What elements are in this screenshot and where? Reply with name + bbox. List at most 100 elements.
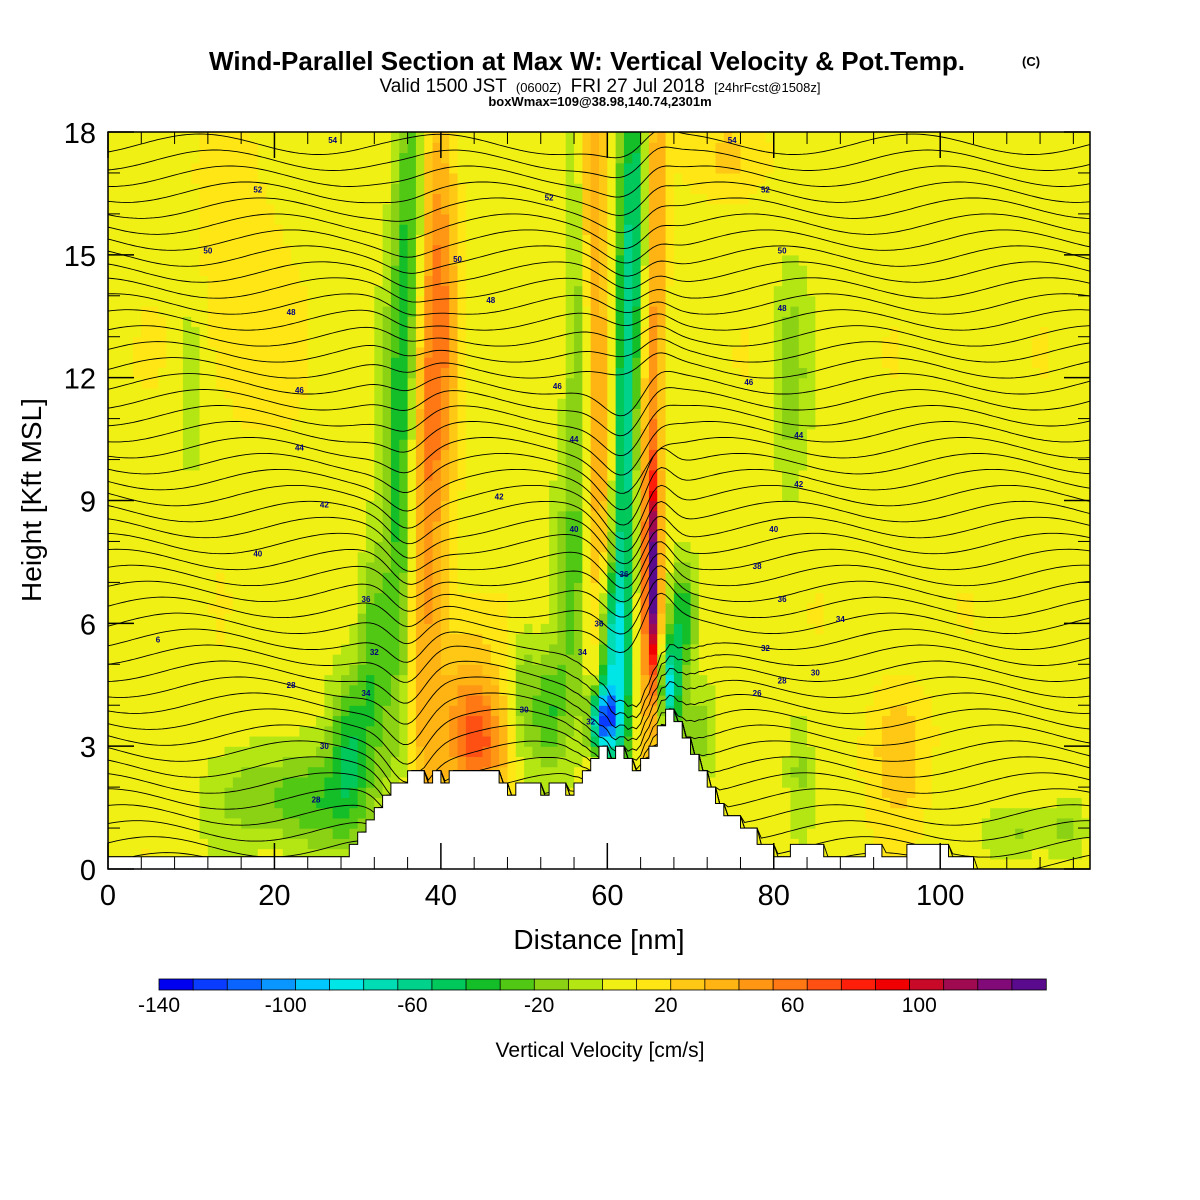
- velocity-cell: [790, 705, 800, 717]
- velocity-cell: [232, 643, 242, 655]
- velocity-cell: [241, 633, 251, 645]
- velocity-cell: [232, 838, 242, 850]
- velocity-cell: [249, 602, 259, 614]
- velocity-cell: [765, 654, 775, 665]
- velocity-cell: [316, 428, 325, 440]
- velocity-cell: [524, 572, 534, 583]
- velocity-cell: [182, 520, 192, 532]
- velocity-cell: [1073, 756, 1083, 768]
- velocity-cell: [108, 643, 117, 655]
- velocity-cell: [232, 756, 242, 768]
- velocity-cell: [440, 746, 450, 758]
- velocity-cell: [832, 817, 841, 829]
- velocity-cell: [132, 592, 142, 604]
- velocity-cell: [965, 480, 975, 491]
- velocity-cell: [848, 643, 858, 655]
- velocity-cell: [1065, 787, 1074, 798]
- velocity-cell: [365, 735, 375, 747]
- velocity-cell: [898, 643, 908, 655]
- velocity-cell: [166, 510, 176, 522]
- velocity-cell: [382, 572, 392, 583]
- velocity-cell: [773, 664, 783, 676]
- velocity-cell: [524, 633, 534, 645]
- velocity-cell: [207, 643, 217, 655]
- velocity-cell: [848, 817, 858, 829]
- velocity-cell: [574, 664, 583, 676]
- velocity-cell: [532, 674, 542, 686]
- velocity-cell: [923, 602, 933, 614]
- velocity-cell: [906, 807, 916, 819]
- velocity-cell: [707, 766, 717, 778]
- velocity-cell: [723, 541, 733, 553]
- velocity-cell: [915, 787, 925, 798]
- velocity-cell: [532, 520, 542, 532]
- velocity-cell: [815, 664, 825, 676]
- velocity-cell: [141, 797, 151, 809]
- velocity-cell: [965, 664, 975, 676]
- velocity-cell: [648, 592, 658, 604]
- velocity-cell: [407, 469, 417, 481]
- velocity-cell: [881, 490, 891, 502]
- velocity-cell: [474, 510, 484, 522]
- velocity-cell: [648, 459, 658, 471]
- velocity-cell: [1031, 807, 1041, 819]
- velocity-cell: [640, 623, 650, 635]
- velocity-cell: [407, 746, 417, 758]
- velocity-cell: [1073, 500, 1083, 512]
- velocity-cell: [399, 469, 409, 481]
- velocity-cell: [906, 572, 916, 583]
- velocity-cell: [856, 766, 866, 778]
- velocity-cell: [648, 674, 658, 686]
- velocity-cell: [1006, 797, 1016, 809]
- velocity-cell: [740, 715, 750, 727]
- velocity-cell: [848, 449, 858, 461]
- velocity-cell: [707, 674, 717, 686]
- velocity-cell: [840, 623, 850, 635]
- velocity-cell: [757, 715, 767, 727]
- velocity-cell: [515, 469, 525, 481]
- velocity-cell: [108, 654, 117, 665]
- velocity-cell: [199, 490, 209, 502]
- velocity-cell: [207, 828, 217, 839]
- velocity-cell: [715, 469, 725, 481]
- velocity-cell: [582, 561, 592, 573]
- velocity-cell: [132, 654, 142, 665]
- velocity-cell: [823, 633, 833, 645]
- velocity-cell: [266, 654, 276, 665]
- velocity-cell: [865, 807, 875, 819]
- velocity-cell: [981, 766, 991, 778]
- velocity-cell: [765, 510, 775, 522]
- velocity-cell: [307, 848, 317, 860]
- velocity-cell: [898, 838, 908, 850]
- velocity-cell: [449, 735, 459, 747]
- velocity-cell: [1015, 797, 1025, 809]
- velocity-cell: [357, 756, 367, 768]
- velocity-cell: [640, 725, 650, 737]
- velocity-cell: [291, 602, 300, 614]
- velocity-cell: [532, 449, 542, 461]
- velocity-cell: [449, 756, 459, 768]
- velocity-cell: [324, 490, 334, 502]
- velocity-cell: [890, 776, 900, 788]
- velocity-cell: [640, 551, 650, 563]
- velocity-cell: [157, 480, 167, 491]
- velocity-cell: [732, 572, 742, 583]
- velocity-cell: [249, 572, 259, 583]
- velocity-cell: [981, 561, 991, 573]
- velocity-cell: [382, 766, 392, 778]
- velocity-cell: [623, 633, 633, 645]
- velocity-cell: [773, 561, 783, 573]
- velocity-cell: [931, 766, 941, 778]
- velocity-cell: [732, 623, 742, 635]
- velocity-cell: [690, 633, 700, 645]
- velocity-cell: [682, 572, 692, 583]
- velocity-cell: [673, 510, 683, 522]
- velocity-cell: [848, 520, 858, 532]
- velocity-cell: [407, 643, 417, 655]
- velocity-cell: [424, 725, 434, 737]
- velocity-cell: [1048, 623, 1058, 635]
- velocity-cell: [141, 459, 151, 471]
- velocity-cell: [748, 449, 758, 461]
- velocity-cell: [199, 459, 209, 471]
- velocity-cell: [1040, 705, 1049, 717]
